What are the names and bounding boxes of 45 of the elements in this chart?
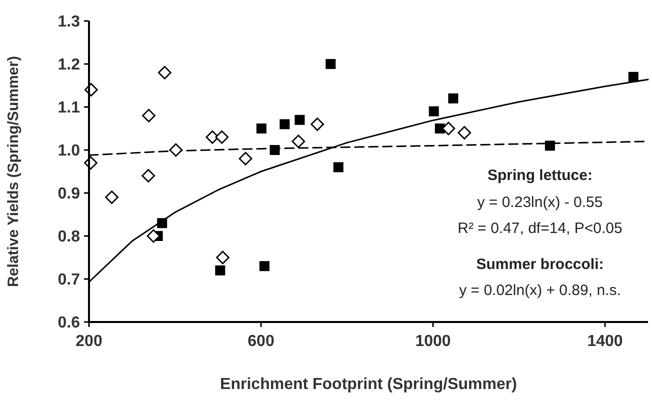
point xyxy=(256,124,266,134)
annotation: Spring lettuce: xyxy=(487,167,593,184)
point xyxy=(215,130,229,144)
point xyxy=(280,119,290,130)
point xyxy=(458,126,472,140)
point xyxy=(310,118,324,131)
x-tick-label: 600 xyxy=(248,333,274,350)
point xyxy=(215,265,226,276)
point xyxy=(169,143,183,157)
point xyxy=(292,134,306,148)
point xyxy=(146,229,160,243)
point xyxy=(238,152,252,166)
point xyxy=(294,114,305,125)
y-tick-label: 0.6 xyxy=(58,314,80,332)
point xyxy=(105,190,118,204)
point xyxy=(158,66,172,80)
y-tick-label: 0.7 xyxy=(58,272,80,289)
point xyxy=(142,169,156,182)
point xyxy=(326,59,336,69)
x-axis-title: Enrichment Footprint (Spring/Summer) xyxy=(220,376,517,393)
annotation: R² = 0.47, df=14, P<0.05 xyxy=(458,220,622,237)
point xyxy=(448,93,458,104)
annotation: y = 0.02ln(x) + 0.89, n.s. xyxy=(459,282,621,299)
y-tick-label: 1.3 xyxy=(58,14,80,31)
point xyxy=(216,250,230,264)
point xyxy=(270,145,280,155)
annotation: y = 0.23ln(x) - 0.55 xyxy=(477,194,603,211)
point xyxy=(442,122,456,136)
annotation: Summer broccoli: xyxy=(476,256,604,273)
x-tick-label: 200 xyxy=(76,333,102,350)
y-tick-label: 0.8 xyxy=(58,228,80,246)
y-tick-label: 1.0 xyxy=(58,142,80,160)
point xyxy=(333,162,344,172)
point xyxy=(259,261,270,272)
y-axis-title: Relative Yields (Spring/Summer) xyxy=(5,56,22,287)
y-tick-label: 0.9 xyxy=(58,186,80,203)
point xyxy=(428,106,439,116)
y-tick-label: 1.2 xyxy=(58,56,80,74)
x-tick-label: 1400 xyxy=(587,333,623,350)
x-tick-label: 1000 xyxy=(415,333,451,350)
y-tick-label: 1.1 xyxy=(58,100,80,117)
point xyxy=(142,108,156,122)
point xyxy=(157,218,168,228)
point xyxy=(628,72,638,82)
point xyxy=(544,140,555,151)
